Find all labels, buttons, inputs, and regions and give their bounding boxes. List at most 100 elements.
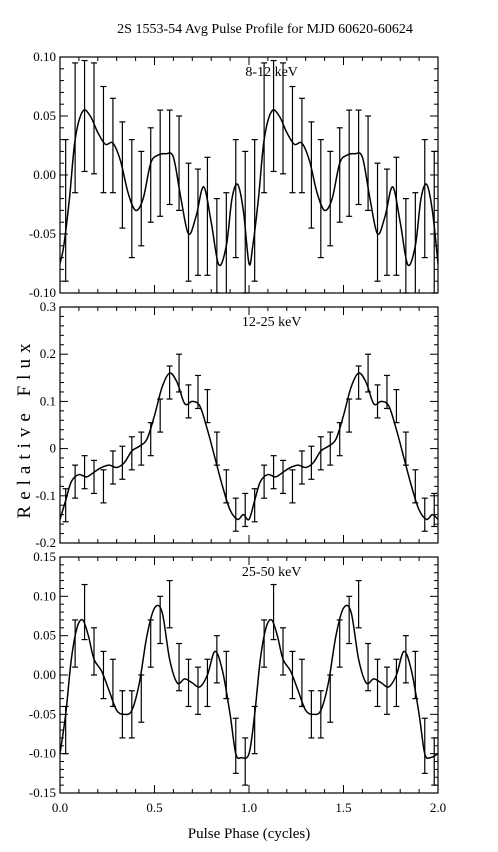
error-bar	[119, 690, 126, 739]
error-bar	[383, 168, 390, 276]
error-bar	[412, 469, 419, 504]
error-bar	[270, 583, 277, 641]
error-bar	[412, 192, 419, 293]
error-bar	[147, 619, 154, 668]
error-bar	[402, 635, 409, 684]
error-bar	[81, 583, 88, 641]
error-bar	[251, 488, 258, 523]
error-bar	[402, 431, 409, 466]
error-bar	[194, 666, 201, 715]
error-bar	[204, 658, 211, 708]
error-bar	[298, 450, 305, 485]
error-bar	[383, 666, 390, 715]
x-tick-label: 1.0	[241, 800, 257, 815]
error-bar	[336, 422, 343, 457]
error-bar	[213, 431, 220, 466]
error-bar	[289, 469, 296, 504]
error-bar	[308, 690, 315, 739]
error-bar	[346, 595, 353, 645]
error-bar	[100, 650, 107, 700]
error-bar	[100, 469, 107, 504]
error-bar	[138, 150, 145, 247]
error-bar	[185, 658, 192, 708]
figure-title: 2S 1553-54 Avg Pulse Profile for MJD 606…	[117, 22, 413, 37]
error-bar	[365, 642, 372, 692]
pulse-profile-curve	[60, 604, 438, 760]
error-bar	[166, 579, 173, 629]
error-bar	[100, 85, 107, 194]
error-bar	[157, 398, 164, 433]
error-bar	[346, 109, 353, 217]
error-bar	[280, 62, 287, 175]
y-tick-label: -0.15	[29, 785, 56, 800]
error-bar	[166, 365, 173, 400]
error-bar	[242, 737, 249, 786]
error-bar	[119, 445, 126, 480]
error-bar	[232, 139, 239, 259]
y-tick-label: -0.10	[29, 746, 56, 761]
error-bar	[336, 127, 343, 223]
error-bar	[336, 619, 343, 668]
energy-band-label: 25-50 keV	[242, 565, 302, 580]
error-bar	[138, 674, 145, 723]
y-tick-label: 0.15	[33, 549, 56, 564]
y-tick-label: 0.05	[33, 628, 56, 643]
error-bar	[242, 492, 249, 528]
error-bar	[91, 62, 98, 175]
error-bar	[251, 705, 258, 755]
error-bar	[91, 459, 98, 495]
error-bar	[261, 62, 268, 194]
x-tick-label: 0.0	[52, 800, 68, 815]
y-tick-label: 0.1	[40, 393, 56, 408]
error-bar	[138, 431, 145, 466]
y-axis-label: Relative Flux	[14, 338, 35, 519]
y-tick-label: 0.05	[33, 108, 56, 123]
error-bar	[383, 374, 390, 410]
error-bar	[317, 436, 324, 471]
error-bar	[204, 389, 211, 424]
error-bar	[327, 431, 334, 466]
error-bar	[194, 168, 201, 276]
error-bar	[109, 97, 116, 194]
error-bar	[393, 156, 400, 276]
error-bar	[147, 422, 154, 457]
error-bar	[176, 642, 183, 692]
error-bar	[355, 109, 362, 206]
plot-frame	[59, 56, 439, 294]
error-bar	[431, 492, 438, 528]
error-bar	[355, 365, 362, 400]
error-bar	[261, 619, 268, 668]
panel-25-50-kev: 0.0 0.5 1.0 1.5 2.0 -0.15 -0.10 -0.05 0.00 0.05 0.…	[29, 549, 446, 815]
error-bar	[346, 398, 353, 433]
y-tick-label: 0.10	[33, 49, 56, 64]
error-bar	[242, 150, 249, 294]
error-bar	[270, 455, 277, 490]
y-tick-label: 0.10	[33, 588, 56, 603]
y-tick-label: 0	[50, 441, 57, 456]
error-bar	[62, 139, 69, 282]
error-bar	[431, 737, 438, 786]
x-axis-label: Pulse Phase (cycles)	[188, 826, 310, 842]
panel-8-12-kev: -0.10 -0.05 0.00 0.05 0.10 8-12 keV	[29, 49, 439, 300]
error-bar	[223, 650, 230, 700]
panel-12-25-kev: -0.2 -0.1 0 0.1 0.2 0.3 12-25 keV	[35, 299, 439, 550]
plot-frame	[59, 306, 439, 544]
error-bar	[421, 717, 428, 774]
error-bar	[317, 690, 324, 739]
energy-band-label: 12-25 keV	[242, 315, 302, 330]
error-bar	[213, 198, 220, 294]
error-bar	[365, 115, 372, 211]
error-bar	[128, 139, 135, 259]
y-tick-label: 0.3	[40, 299, 56, 314]
error-bar	[402, 198, 409, 294]
error-bar	[374, 658, 381, 708]
error-bar	[72, 464, 79, 499]
error-bar	[128, 436, 135, 471]
x-tick-label: 0.5	[146, 800, 162, 815]
error-bar	[213, 635, 220, 684]
error-bar	[308, 121, 315, 229]
error-bar	[308, 445, 315, 480]
y-tick-label: -0.05	[29, 706, 56, 721]
error-bar	[176, 115, 183, 211]
